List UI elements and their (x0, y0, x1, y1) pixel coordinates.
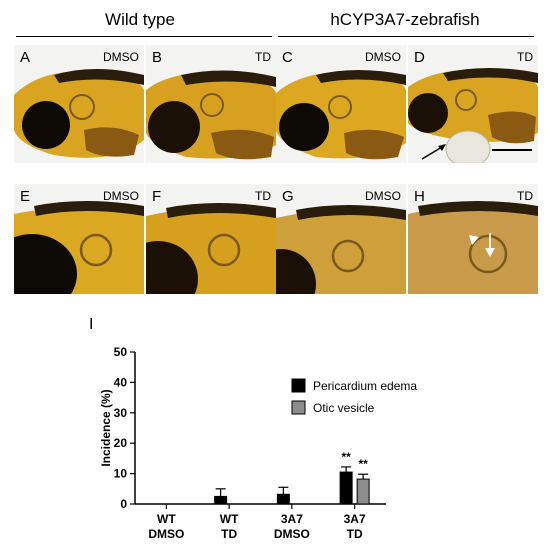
larva-photo (276, 184, 406, 294)
panel-letter: C (282, 49, 293, 66)
panel-condition: TD (517, 189, 533, 203)
scale-bar (492, 149, 532, 151)
y-tick-label: 50 (114, 345, 128, 359)
wild-type-header: Wild type (105, 10, 175, 29)
y-axis-label: Incidence (%) (99, 389, 113, 466)
panel-condition: DMSO (365, 189, 401, 203)
x-tick-label: TD (347, 527, 363, 541)
panel-g: G DMSO (276, 184, 406, 294)
panel-letter: F (152, 188, 162, 205)
legend-label: Otic vesicle (313, 401, 375, 415)
panel-letter: B (152, 49, 163, 66)
transgenic-header: hCYP3A7-zebrafish (330, 10, 480, 29)
x-tick-label: DMSO (274, 527, 310, 541)
panel-letter: E (20, 188, 31, 205)
y-tick-label: 10 (114, 467, 128, 481)
arrow-icon (421, 144, 446, 160)
bar (214, 495, 228, 505)
significance-label: ** (358, 457, 368, 471)
wild-type-rule (16, 36, 272, 37)
y-tick-label: 30 (114, 406, 128, 420)
bar (356, 478, 370, 505)
larva-photo (14, 184, 144, 294)
significance-label: ** (341, 450, 351, 464)
x-tick-label: 3A7 (344, 512, 366, 526)
panel-letter: D (414, 49, 425, 66)
panel-letter: A (20, 49, 31, 66)
larva-photo (408, 45, 538, 163)
x-tick-label: WT (220, 512, 239, 526)
panel-a: A DMSO (14, 45, 144, 163)
panel-letter: H (414, 188, 425, 205)
panel-d: D TD (408, 45, 538, 163)
panel-c: C DMSO (276, 45, 406, 163)
panel-e: E DMSO (14, 184, 144, 294)
x-tick-label: WT (157, 512, 176, 526)
panel-condition: DMSO (103, 189, 139, 203)
bar (339, 471, 353, 505)
larva-photo (146, 45, 276, 163)
legend-swatch (291, 400, 306, 415)
panel-condition: TD (517, 50, 533, 64)
panel-condition: TD (255, 189, 271, 203)
y-tick-label: 40 (114, 375, 128, 389)
panel-condition: DMSO (103, 50, 139, 64)
arrowhead-icon (469, 235, 479, 245)
x-tick-label: 3A7 (281, 512, 303, 526)
panel-b: B TD (146, 45, 276, 163)
arrow-icon (485, 233, 495, 257)
panel-h: H TD (408, 184, 538, 294)
transgenic-rule (278, 36, 534, 37)
y-tick-label: 20 (114, 436, 128, 450)
x-tick-label: TD (221, 527, 237, 541)
panel-condition: DMSO (365, 50, 401, 64)
y-tick-label: 0 (120, 497, 127, 511)
panel-f: F TD (146, 184, 276, 294)
chart-panel-label: I (89, 316, 94, 333)
panel-letter: G (282, 188, 294, 205)
legend-swatch (291, 378, 306, 393)
panel-condition: TD (255, 50, 271, 64)
x-tick-label: DMSO (148, 527, 184, 541)
larva-photo (146, 184, 276, 294)
larva-photo (276, 45, 406, 163)
larva-photo (14, 45, 144, 163)
legend-label: Pericardium edema (313, 379, 417, 393)
bar (276, 493, 290, 505)
